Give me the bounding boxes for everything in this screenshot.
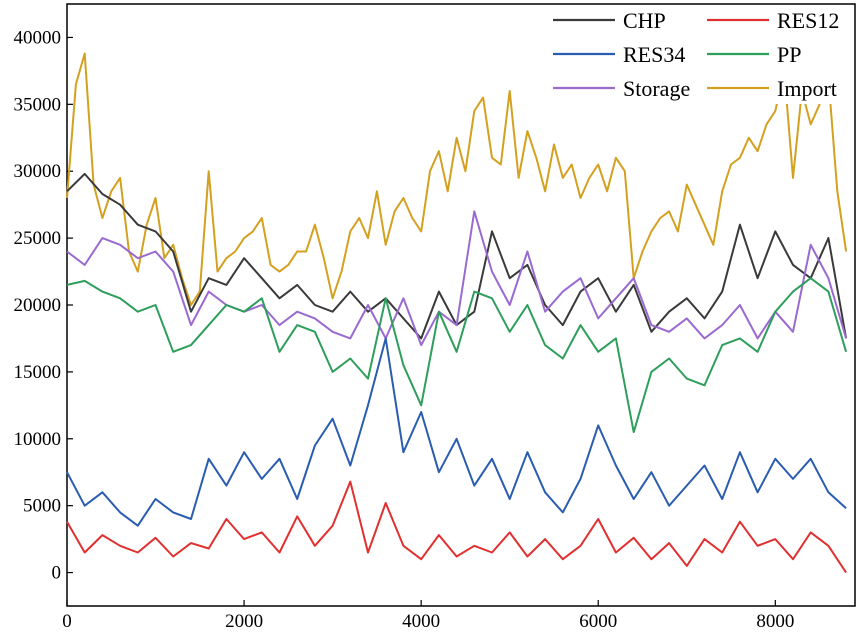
legend-label-res12: RES12	[777, 8, 839, 33]
y-tick-label: 15000	[14, 362, 62, 383]
series-layer	[66, 52, 848, 574]
y-axis: 0 5000 10000 15000 20000 25000 30000 35000 40000	[14, 27, 73, 584]
series-line-import	[66, 52, 848, 306]
series-line-chp	[66, 172, 848, 340]
series-line-storage	[66, 210, 848, 347]
x-tick-label: 4000	[402, 611, 440, 632]
x-tick-label: 2000	[225, 611, 263, 632]
legend-label-chp: CHP	[623, 8, 666, 33]
y-tick-label: 10000	[14, 429, 62, 450]
x-tick-label: 0	[62, 611, 72, 632]
legend-label-storage: Storage	[623, 76, 690, 101]
series-line-res12	[66, 480, 847, 574]
series-line-res34	[66, 337, 847, 527]
y-tick-label: 20000	[14, 295, 62, 316]
legend-label-pp: PP	[777, 42, 801, 67]
legend-label-res34: RES34	[623, 42, 685, 67]
y-tick-label: 5000	[23, 496, 61, 517]
series-line-pp	[66, 277, 848, 434]
y-tick-label: 0	[52, 563, 62, 584]
y-tick-label: 35000	[14, 94, 62, 115]
legend: CHP RES12 RES34 PP Storage Import	[547, 6, 853, 104]
y-tick-label: 25000	[14, 228, 62, 249]
legend-label-import: Import	[777, 76, 837, 101]
y-tick-label: 30000	[14, 161, 62, 182]
x-tick-label: 8000	[756, 611, 794, 632]
y-tick-label: 40000	[14, 27, 62, 48]
x-tick-label: 6000	[579, 611, 617, 632]
x-axis: 0 2000 4000 6000 8000	[62, 600, 794, 632]
